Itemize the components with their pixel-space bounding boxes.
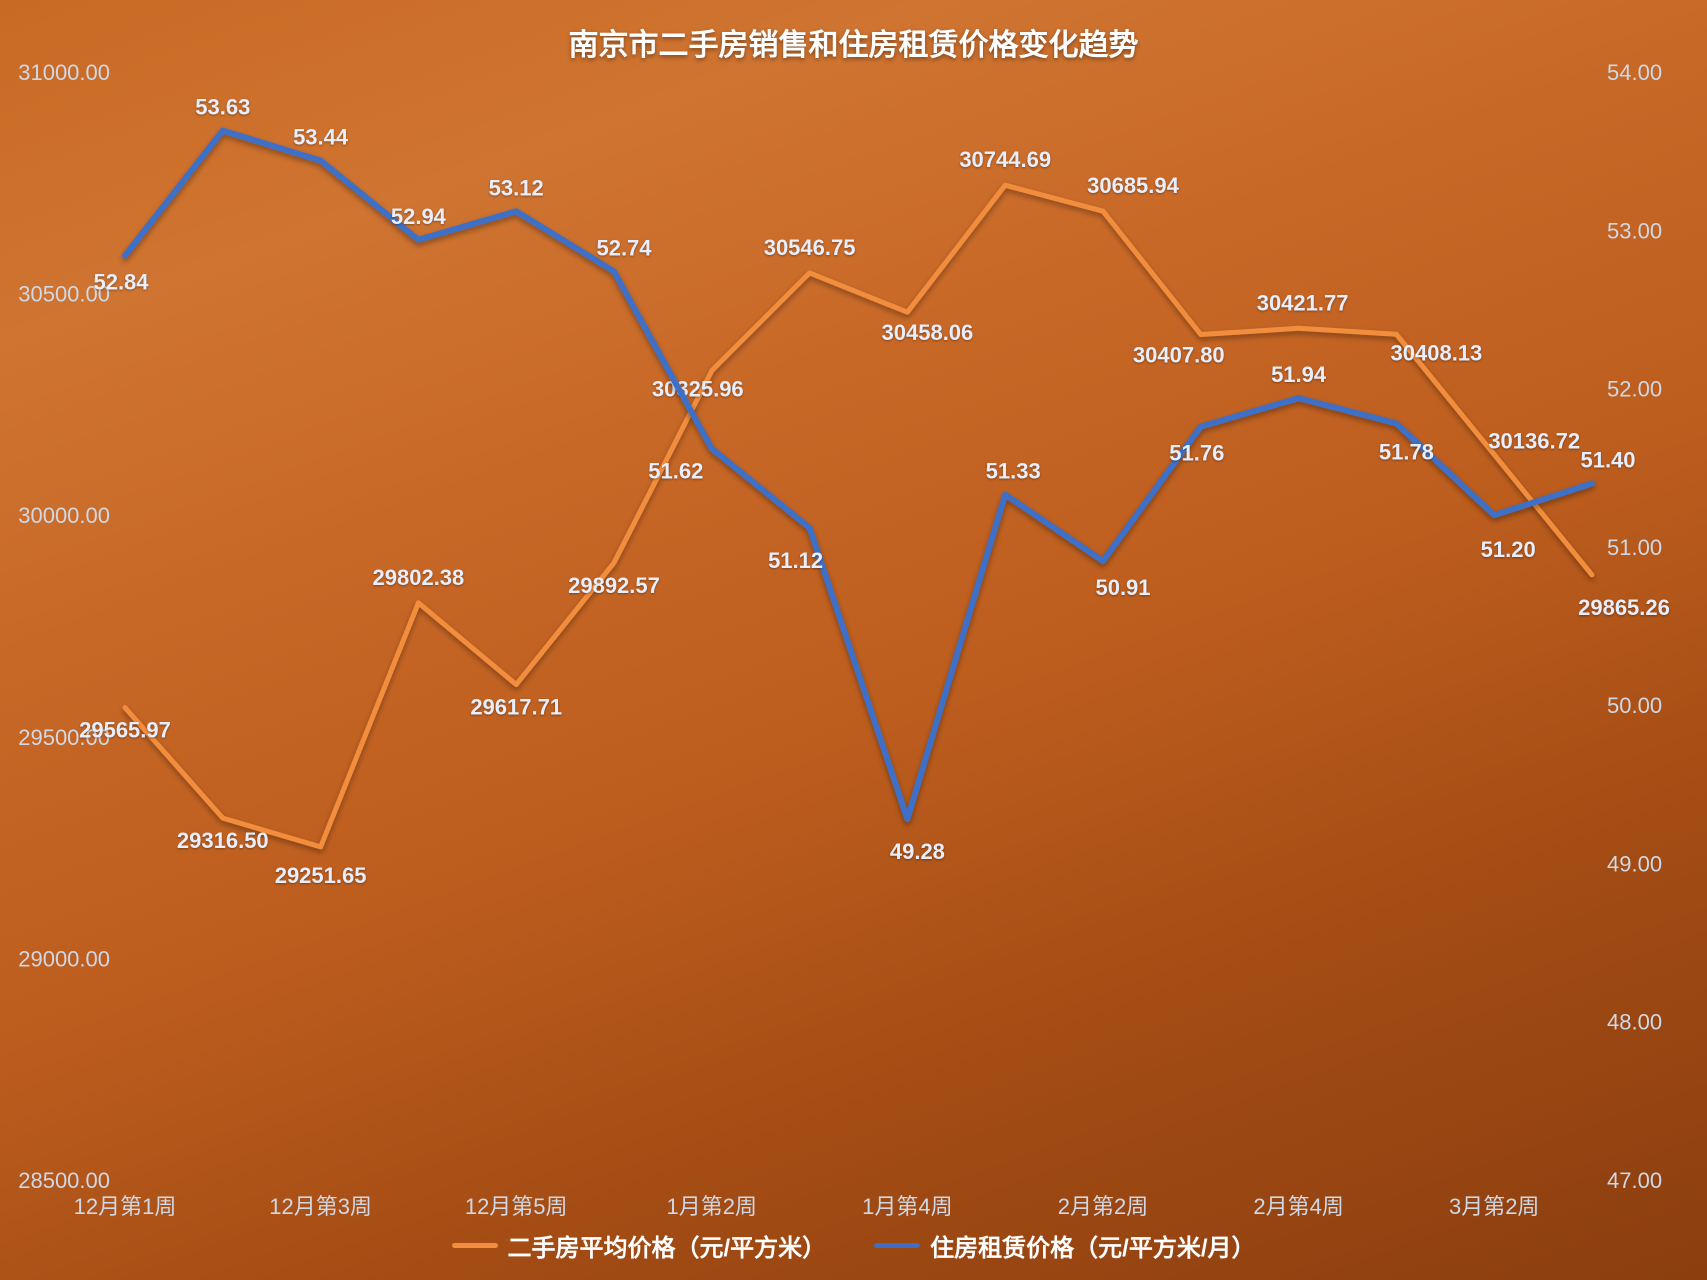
series-value-label-rent: 51.76 [1169, 441, 1224, 466]
y-right-tick-label: 49.00 [1607, 851, 1662, 876]
series-value-label-sale: 29316.50 [177, 828, 269, 853]
y-right-tick-label: 50.00 [1607, 693, 1662, 718]
series-value-label-rent: 50.91 [1095, 575, 1150, 600]
series-value-label-rent: 52.84 [93, 270, 149, 295]
chart-plot: 28500.0029000.0029500.0030000.0030500.00… [0, 0, 1707, 1280]
series-value-label-rent: 53.12 [489, 175, 544, 200]
legend-label: 二手房平均价格（元/平方米） [507, 1228, 826, 1263]
y-right-tick-label: 52.00 [1607, 377, 1662, 402]
x-tick-label: 2月第2周 [1058, 1194, 1148, 1219]
series-value-label-sale: 30407.80 [1133, 342, 1225, 367]
series-value-label-sale: 30408.13 [1391, 340, 1483, 365]
y-left-tick-label: 31000.00 [18, 60, 110, 85]
x-tick-label: 12月第5周 [465, 1194, 568, 1219]
legend: 二手房平均价格（元/平方米） 住房租赁价格（元/平方米/月） [451, 1228, 1255, 1263]
series-value-label-sale: 30546.75 [764, 235, 856, 260]
x-tick-label: 2月第4周 [1253, 1194, 1343, 1219]
legend-swatch [874, 1243, 920, 1248]
series-value-label-rent: 51.78 [1379, 439, 1434, 464]
series-value-label-rent: 52.94 [391, 204, 447, 229]
y-left-tick-label: 28500.00 [18, 1168, 110, 1193]
series-value-label-rent: 51.40 [1580, 448, 1635, 473]
series-line-sale [125, 185, 1592, 847]
series-value-label-rent: 53.44 [293, 125, 349, 150]
series-value-label-sale: 30744.69 [959, 147, 1051, 172]
series-value-label-sale: 29865.26 [1578, 595, 1670, 620]
series-value-label-rent: 52.74 [596, 235, 652, 260]
y-left-tick-label: 30000.00 [18, 503, 110, 528]
x-tick-label: 12月第1周 [74, 1194, 177, 1219]
series-value-label-rent: 53.63 [195, 95, 250, 120]
series-value-label-sale: 29892.57 [568, 573, 660, 598]
y-left-tick-label: 29000.00 [18, 946, 110, 971]
x-tick-label: 3月第2周 [1449, 1194, 1539, 1219]
y-right-tick-label: 53.00 [1607, 218, 1662, 243]
series-value-label-sale: 30325.96 [652, 377, 744, 402]
series-value-label-rent: 51.12 [768, 548, 823, 573]
x-tick-label: 1月第4周 [862, 1194, 952, 1219]
legend-label: 住房租赁价格（元/平方米/月） [930, 1228, 1255, 1263]
series-value-label-rent: 51.33 [986, 459, 1041, 484]
legend-swatch [451, 1243, 497, 1248]
chart-title: 南京市二手房销售和住房租赁价格变化趋势 [569, 20, 1139, 64]
y-right-tick-label: 51.00 [1607, 535, 1662, 560]
series-value-label-rent: 51.94 [1271, 362, 1327, 387]
y-right-tick-label: 54.00 [1607, 60, 1662, 85]
series-value-label-sale: 29565.97 [79, 718, 171, 743]
series-value-label-rent: 49.28 [890, 839, 945, 864]
chart-container: 南京市二手房销售和住房租赁价格变化趋势 28500.0029000.002950… [0, 0, 1707, 1280]
series-value-label-sale: 30421.77 [1257, 290, 1349, 315]
series-value-label-sale: 29617.71 [470, 695, 562, 720]
y-right-tick-label: 48.00 [1607, 1010, 1662, 1035]
series-line-rent [125, 131, 1592, 820]
x-tick-label: 1月第2周 [667, 1194, 757, 1219]
legend-item-sale: 二手房平均价格（元/平方米） [451, 1228, 826, 1263]
series-value-label-sale: 30458.06 [882, 320, 974, 345]
legend-item-rent: 住房租赁价格（元/平方米/月） [874, 1228, 1255, 1263]
series-value-label-sale: 30136.72 [1488, 429, 1580, 454]
y-right-tick-label: 47.00 [1607, 1168, 1662, 1193]
series-value-label-sale: 29802.38 [373, 565, 465, 590]
series-value-label-sale: 30685.94 [1087, 173, 1180, 198]
series-value-label-rent: 51.20 [1481, 537, 1536, 562]
series-value-label-rent: 51.62 [648, 459, 703, 484]
series-value-label-sale: 29251.65 [275, 863, 367, 888]
x-tick-label: 12月第3周 [269, 1194, 372, 1219]
